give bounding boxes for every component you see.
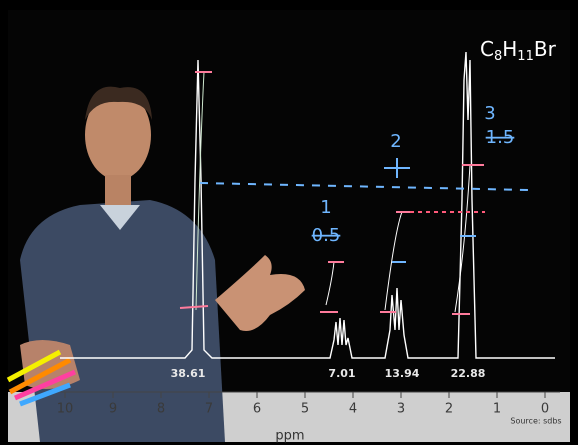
formula-part: Br (534, 37, 557, 61)
formula: C8H11Br (480, 37, 557, 64)
tick-label: 8 (157, 402, 165, 417)
tick-label: 0 (541, 402, 549, 417)
tick-label: 6 (253, 402, 261, 417)
tick-label: 3 (397, 402, 405, 417)
blue-guide (199, 182, 529, 191)
tick-label: 2 (445, 402, 453, 417)
tick-label: 10 (57, 402, 74, 417)
annotation: 1 (320, 197, 331, 218)
tick-label: 1 (493, 402, 501, 417)
integral-marks (179, 71, 484, 315)
axis-label: ppm (275, 429, 304, 444)
tick-label: 5 (301, 402, 309, 417)
ticks: 10 9 8 7 6 5 4 3 2 1 0 (57, 392, 549, 417)
formula-sub: 8 (494, 49, 502, 64)
presenter (6, 86, 305, 442)
annotation: 2 (390, 131, 401, 152)
tick-label: 7 (205, 402, 213, 417)
formula-sub: 11 (517, 49, 534, 64)
integral: 7.01 (328, 367, 355, 380)
spectrum (60, 51, 555, 359)
tick-label: 4 (349, 402, 357, 417)
hand-marks (384, 158, 476, 263)
source: Source: sdbs (510, 417, 561, 426)
integral: 38.61 (171, 367, 206, 380)
integral: 22.88 (451, 367, 486, 380)
integral: 13.94 (385, 367, 420, 380)
annotation-ratio: 1.5 (486, 127, 515, 148)
tick-label: 9 (109, 402, 117, 417)
annotation-ratio: 0.5 (312, 225, 341, 246)
formula-part: C (480, 37, 494, 61)
formula-part: H (502, 37, 517, 61)
annotation: 3 (484, 103, 495, 124)
